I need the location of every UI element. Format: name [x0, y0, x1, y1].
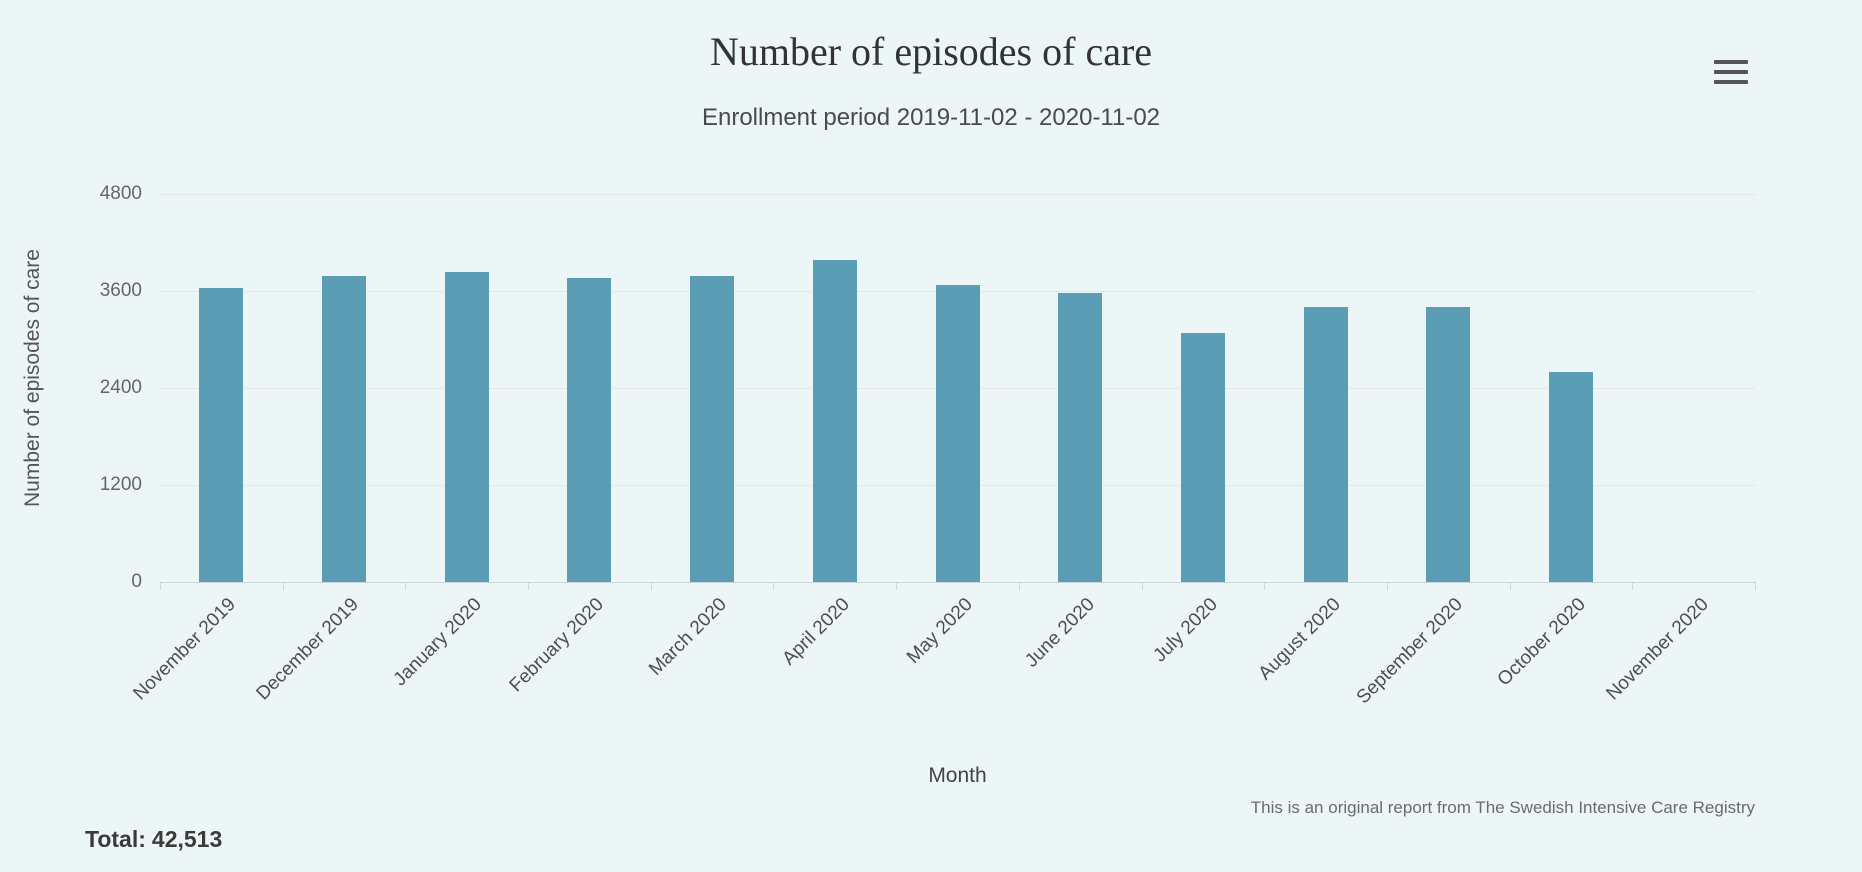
- hamburger-line: [1714, 80, 1748, 84]
- x-axis-tick: [773, 582, 774, 590]
- y-gridline: [160, 194, 1755, 195]
- x-axis-tick: [1387, 582, 1388, 590]
- x-axis-tick: [896, 582, 897, 590]
- y-axis-tick-label: 0: [131, 571, 142, 592]
- bar-march-2020[interactable]: [690, 276, 734, 582]
- y-axis-tick-label: 2400: [99, 377, 142, 398]
- x-axis-tick: [1632, 582, 1633, 590]
- bar-october-2020[interactable]: [1549, 372, 1593, 582]
- bar-september-2020[interactable]: [1426, 307, 1470, 582]
- x-axis-tick: [1019, 582, 1020, 590]
- credits: This is an original report from The Swed…: [1250, 798, 1755, 817]
- bar-august-2020[interactable]: [1304, 307, 1348, 582]
- hamburger-icon: [1714, 60, 1748, 84]
- x-axis-tick: [1142, 582, 1143, 590]
- total-value: 42,513: [151, 826, 223, 852]
- chart-subtitle: Enrollment period 2019-11-02 - 2020-11-0…: [701, 104, 1161, 131]
- x-axis-tick: [1510, 582, 1511, 590]
- hamburger-line: [1714, 70, 1748, 74]
- chart-title: Number of episodes of care: [709, 29, 1153, 74]
- bar-april-2020[interactable]: [813, 260, 857, 582]
- x-axis-title: Month: [928, 764, 987, 787]
- total: Total: 42,513: [85, 826, 222, 853]
- y-axis-tick-label: 4800: [99, 183, 142, 204]
- x-axis-tick: [405, 582, 406, 590]
- x-axis-tick: [651, 582, 652, 590]
- bar-january-2020[interactable]: [445, 272, 489, 582]
- x-axis-tick: [1755, 582, 1756, 590]
- chart-context-menu-button[interactable]: [1708, 48, 1754, 96]
- bar-november-2019[interactable]: [199, 288, 243, 582]
- plot-area: 0 1200 2400 3600 4800 November 2019 December 2…: [100, 183, 1756, 708]
- bar-june-2020[interactable]: [1058, 293, 1102, 582]
- total-label: Total:: [85, 826, 146, 852]
- x-axis-tick: [283, 582, 284, 590]
- x-axis-line: [160, 582, 1755, 583]
- y-axis-tick-label: 1200: [99, 474, 142, 495]
- bar-may-2020[interactable]: [936, 285, 980, 582]
- bar-december-2019[interactable]: [322, 276, 366, 582]
- x-axis-tick: [160, 582, 161, 590]
- y-axis-tick-label: 3600: [99, 280, 142, 301]
- bar-july-2020[interactable]: [1181, 333, 1225, 582]
- x-axis-tick: [1264, 582, 1265, 590]
- hamburger-line: [1714, 60, 1748, 64]
- bar-february-2020[interactable]: [567, 278, 611, 582]
- x-axis-tick: [528, 582, 529, 590]
